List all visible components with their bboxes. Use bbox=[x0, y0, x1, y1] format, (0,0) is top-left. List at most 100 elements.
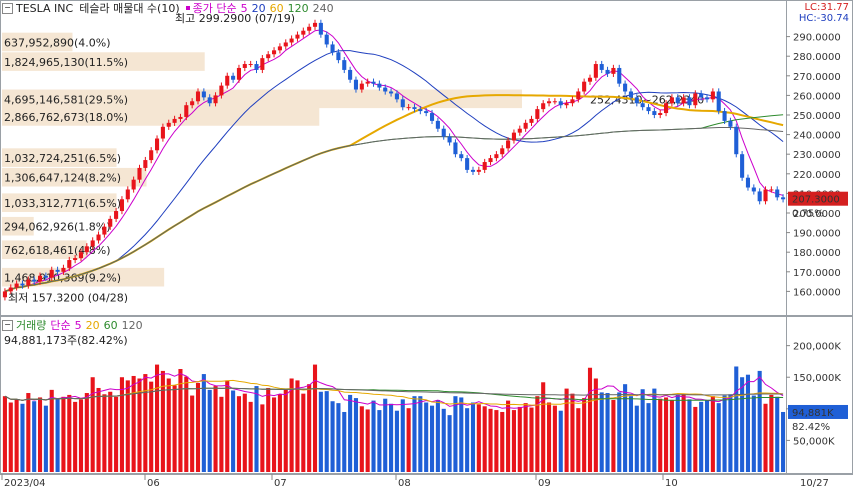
volume-bar bbox=[441, 408, 446, 472]
candle-body bbox=[2, 291, 7, 298]
current-volume-label: 94,881K bbox=[792, 408, 834, 419]
volume-profile-bar bbox=[2, 216, 34, 236]
candle-body bbox=[336, 52, 341, 61]
volume-bar bbox=[500, 411, 505, 472]
candle-body bbox=[570, 99, 575, 104]
hc-label: HC:-30.74 bbox=[798, 13, 849, 24]
volume-bar bbox=[131, 375, 136, 472]
candle-body bbox=[96, 234, 101, 241]
volume-bar bbox=[172, 385, 177, 472]
volume-bar bbox=[301, 393, 306, 472]
price-tick-label: 290.0000 bbox=[793, 33, 841, 44]
candle-body bbox=[201, 91, 206, 98]
candle-body bbox=[166, 122, 171, 127]
candle-body bbox=[763, 189, 768, 202]
chart-subtitle: 테슬라 매물대 수(10) bbox=[79, 2, 180, 15]
current-price-box bbox=[788, 191, 848, 206]
volume-bar bbox=[283, 389, 288, 472]
candle-body bbox=[418, 109, 423, 112]
volume-ma-120: 120 bbox=[121, 318, 143, 332]
candle-body bbox=[506, 140, 511, 149]
volume-bar bbox=[277, 394, 282, 472]
panel-close-icon[interactable]: − bbox=[2, 2, 13, 14]
candle-body bbox=[511, 132, 516, 141]
candle-body bbox=[751, 187, 756, 192]
ma-period-240: 240 bbox=[312, 1, 334, 15]
price-tick-label: 170.0000 bbox=[793, 268, 841, 279]
candle-body bbox=[406, 107, 411, 109]
candle-body bbox=[459, 154, 464, 159]
chart-symbol: TESLA INC bbox=[16, 1, 74, 15]
candle-body bbox=[272, 50, 277, 55]
candle-body bbox=[617, 67, 622, 84]
volume-tick-label: 50,000K bbox=[793, 436, 835, 447]
candle-body bbox=[652, 111, 657, 115]
volume-bar bbox=[400, 399, 405, 472]
volume-bar bbox=[617, 392, 622, 472]
candle-body bbox=[546, 101, 552, 104]
volume-bar bbox=[523, 403, 528, 472]
candle-body bbox=[582, 81, 587, 92]
time-tick-label: 10/27 bbox=[800, 478, 829, 489]
volume-bar bbox=[266, 387, 271, 472]
candle-body bbox=[517, 128, 522, 133]
volume-profile-label: 1,032,724,251(6.5%) bbox=[4, 152, 121, 165]
candle-body bbox=[488, 158, 493, 163]
candle-body bbox=[219, 85, 224, 96]
volume-bar bbox=[482, 406, 487, 472]
volume-panel-close-icon[interactable]: − bbox=[2, 319, 13, 331]
volume-bar bbox=[412, 396, 417, 472]
candle-body bbox=[599, 64, 604, 70]
volume-bar bbox=[664, 397, 669, 472]
volume-profile-label: 2,866,762,673(18.0%) bbox=[4, 111, 128, 124]
volume-bar bbox=[476, 404, 481, 472]
volume-profile-bar bbox=[2, 89, 522, 109]
volume-profile-label: 1,033,312,771(6.5%) bbox=[4, 197, 121, 210]
volume-bar bbox=[213, 386, 218, 472]
candle-body bbox=[476, 169, 481, 172]
volume-profile-label: 762,618,461(4.8%) bbox=[4, 244, 111, 257]
candle-body bbox=[67, 260, 72, 268]
candle-body bbox=[465, 158, 470, 170]
volume-bar bbox=[307, 384, 312, 472]
volume-bar bbox=[184, 376, 189, 472]
candle-body bbox=[576, 91, 581, 100]
volume-header: − 거래량 단순 5 20 60 120 bbox=[0, 318, 143, 332]
ma-period-20: 20 bbox=[251, 1, 266, 15]
candle-body bbox=[137, 167, 142, 180]
candle-body bbox=[429, 113, 435, 121]
volume-bar bbox=[377, 410, 382, 472]
candle-body bbox=[593, 64, 598, 78]
candle-body bbox=[154, 138, 160, 151]
volume-bar bbox=[154, 364, 160, 472]
volume-profile-label: 4,695,146,581(29.5%) bbox=[4, 93, 128, 106]
low-price-label: 최저 157.3200 (04/28) bbox=[8, 291, 128, 304]
time-tick-label: 10 bbox=[665, 478, 678, 489]
candle-body bbox=[236, 67, 242, 80]
candle-body bbox=[757, 191, 762, 202]
candle-body bbox=[213, 95, 218, 104]
candle-body bbox=[394, 93, 399, 100]
volume-bar bbox=[704, 399, 710, 472]
volume-bar bbox=[61, 396, 66, 472]
volume-bar bbox=[728, 394, 733, 472]
volume-bar bbox=[102, 394, 107, 472]
volume-bar bbox=[669, 399, 674, 472]
volume-ma-20: 20 bbox=[85, 318, 100, 332]
volume-bar bbox=[470, 402, 476, 472]
volume-bar bbox=[623, 384, 628, 472]
volume-bar bbox=[26, 393, 31, 472]
volume-bar bbox=[2, 396, 7, 472]
volume-title: 거래량 bbox=[16, 319, 47, 332]
price-tick-label: 220.0000 bbox=[793, 170, 841, 181]
candle-body bbox=[669, 97, 674, 104]
price-tick-label: 160.0000 bbox=[793, 287, 841, 298]
candle-body bbox=[73, 258, 78, 261]
volume-bar bbox=[488, 408, 493, 472]
volume-bar bbox=[769, 394, 774, 472]
volume-bar bbox=[73, 401, 78, 472]
candle-body bbox=[658, 113, 663, 115]
volume-bar bbox=[511, 410, 516, 472]
candle-body bbox=[453, 142, 458, 155]
